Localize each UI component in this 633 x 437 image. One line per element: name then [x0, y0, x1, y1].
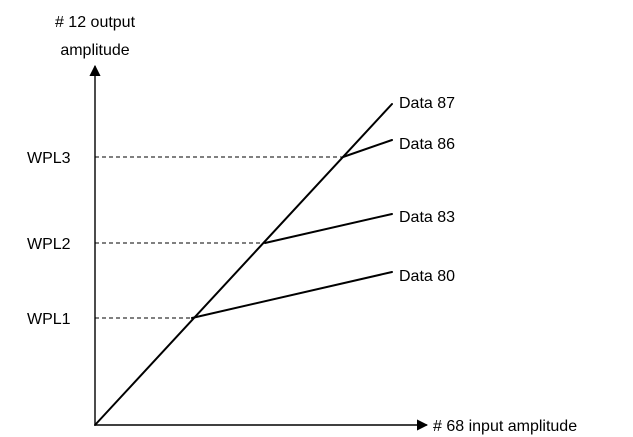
curve-data80	[191, 271, 393, 319]
wpl1-label: WPL1	[27, 311, 71, 328]
data87-label: Data 87	[399, 95, 455, 112]
data86-label: Data 86	[399, 136, 455, 153]
y-axis-label-line2: amplitude	[60, 42, 129, 59]
curve-data83	[264, 213, 393, 244]
curve-data86	[342, 139, 393, 158]
curve-data87	[94, 103, 393, 426]
data83-label: Data 83	[399, 209, 455, 226]
x-axis-label: # 68 input amplitude	[433, 418, 577, 435]
wpl2-label: WPL2	[27, 236, 71, 253]
wpl3-label: WPL3	[27, 150, 71, 167]
data80-label: Data 80	[399, 268, 455, 285]
y-axis-label-line1: # 12 output	[55, 14, 136, 31]
